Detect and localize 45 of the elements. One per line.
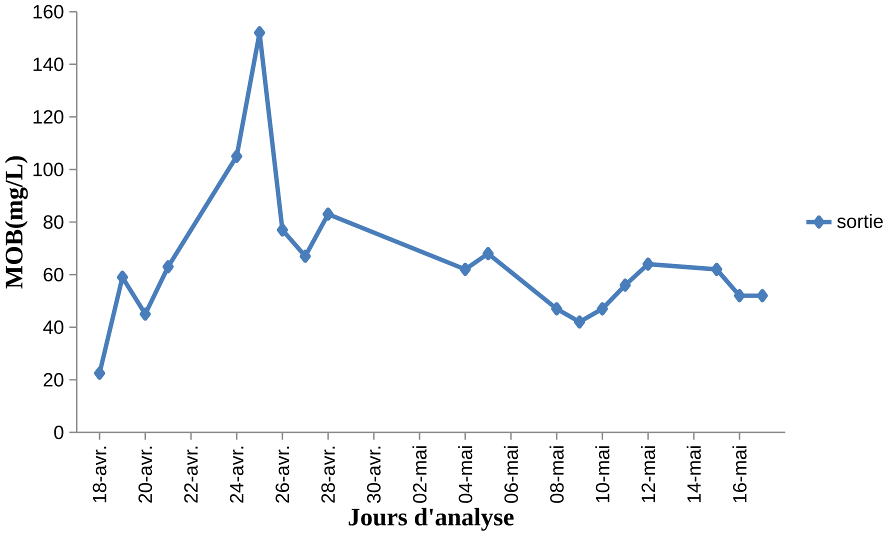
point — [460, 262, 471, 276]
point — [231, 150, 242, 164]
point — [276, 223, 288, 237]
x-axis-title: Jours d'analyse — [348, 508, 514, 531]
x-tick-label: 14-mai — [686, 446, 701, 502]
x-tick-label: 12-mai — [641, 446, 656, 502]
point — [482, 247, 494, 260]
x-tick-label: 30-avr. — [367, 446, 381, 504]
point — [140, 308, 151, 321]
y-tick-label: 0 — [54, 426, 64, 440]
point — [300, 250, 311, 264]
point — [711, 262, 722, 276]
y-tick-label: 20 — [44, 373, 64, 387]
point — [94, 366, 106, 380]
y-tick-label: 120 — [34, 110, 64, 124]
x-tick-label: 06-mai — [504, 446, 518, 504]
y-tick-label: 60 — [44, 268, 64, 282]
point — [596, 302, 608, 316]
point — [620, 278, 631, 292]
x-tick-label: 02-mai — [412, 446, 427, 504]
point — [551, 302, 562, 316]
y-tick-label: 140 — [34, 58, 64, 72]
point — [756, 289, 768, 302]
y-tick-label: 100 — [34, 162, 64, 176]
x-tick-label: 18-avr. — [92, 446, 106, 502]
point — [116, 270, 128, 284]
y-tick-label: 40 — [43, 320, 64, 334]
point — [162, 260, 174, 274]
x-tick-label: 22-avr. — [184, 446, 198, 503]
y-tick-label: 80 — [44, 215, 64, 230]
x-tick-label: 16-mai — [732, 446, 747, 502]
point — [734, 289, 746, 302]
point — [642, 258, 654, 271]
point — [322, 208, 334, 221]
y-axis-title: MOB(mg/L) — [4, 156, 28, 289]
y-tick-label: 160 — [34, 5, 64, 19]
x-tick-label: 04-mai — [458, 446, 472, 504]
legend-label: sortie — [837, 214, 883, 228]
x-tick-label: 20-avr. — [138, 446, 152, 503]
x-tick-label: 10-mai — [595, 446, 610, 502]
x-tick-label: 26-avr. — [276, 446, 290, 503]
x-tick-label: 08-mai — [550, 446, 564, 504]
x-tick-label: 24-avr. — [230, 446, 244, 503]
point — [574, 316, 586, 329]
x-tick-label: 28-avr. — [321, 446, 335, 503]
